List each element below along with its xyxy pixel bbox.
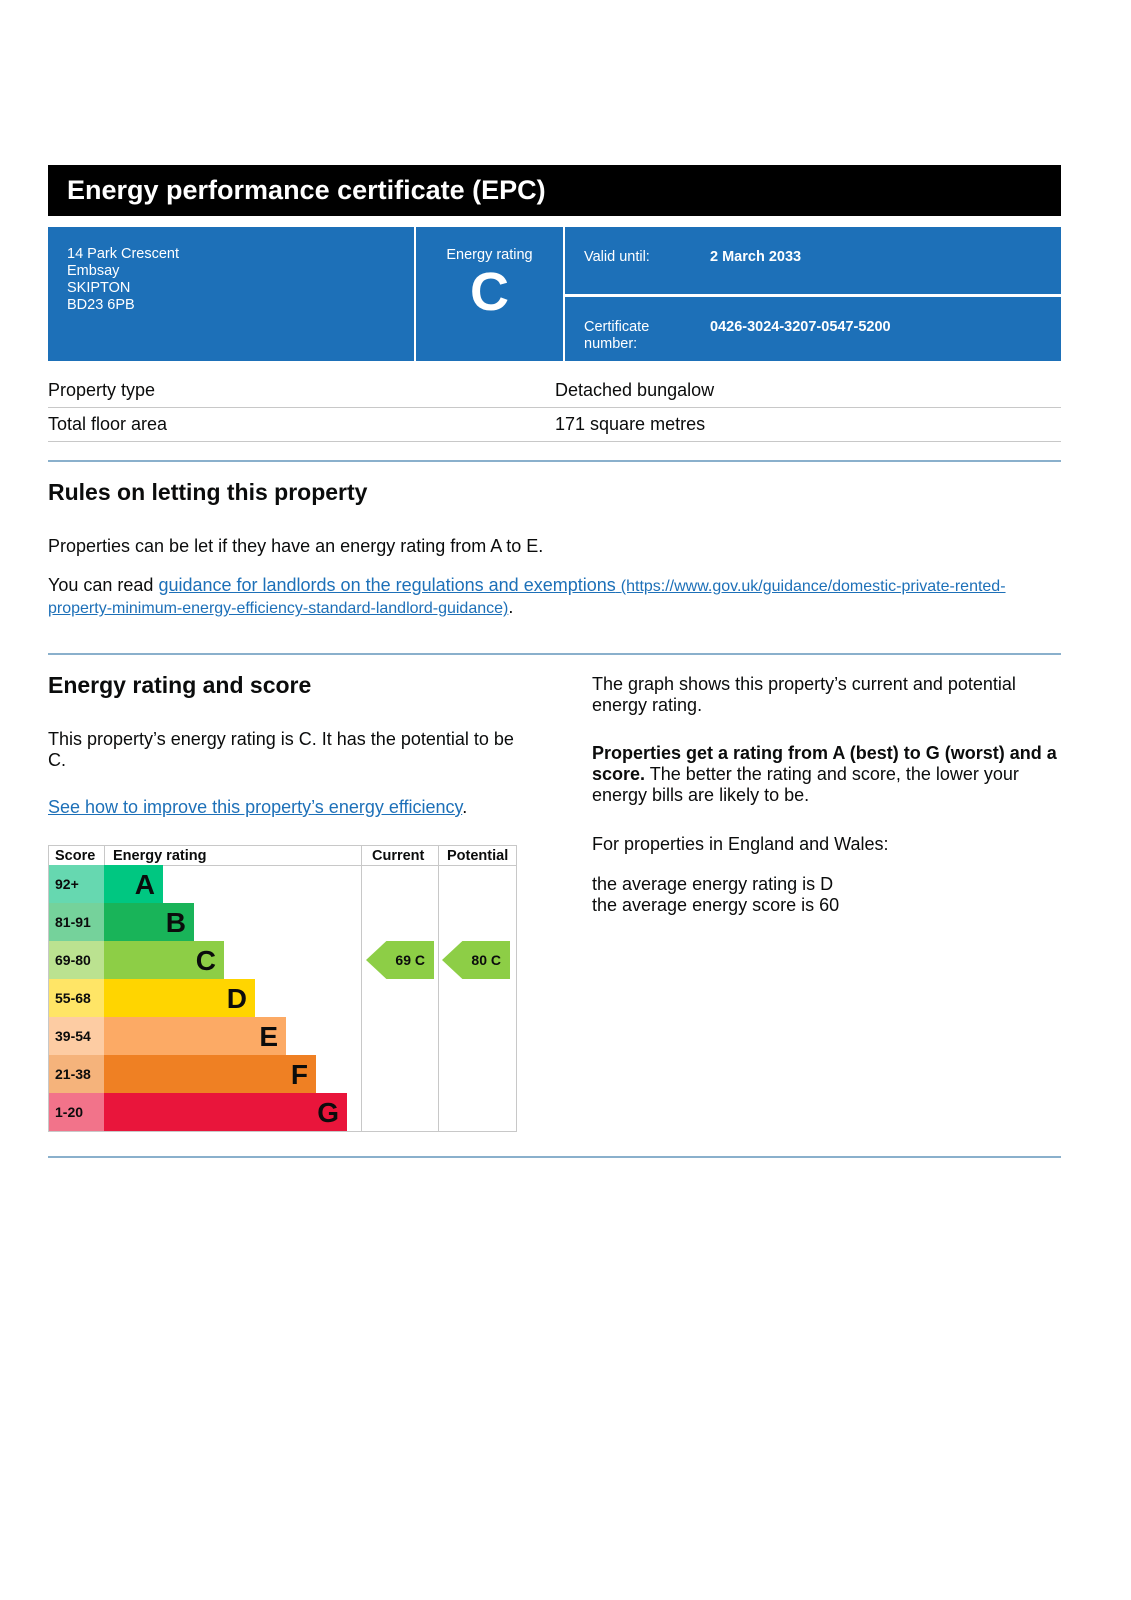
band-a: 92+ A <box>49 865 349 903</box>
energy-rating-value: C <box>470 262 509 322</box>
property-type-row: Property type Detached bungalow <box>48 374 1061 408</box>
rating-explanation-rest: The better the rating and score, the low… <box>592 764 1019 805</box>
score-heading: Energy rating and score <box>48 672 312 698</box>
band-c: 69-80 C <box>49 941 349 979</box>
score-header: Score <box>55 848 96 864</box>
band-score: 39-54 <box>49 1017 104 1055</box>
band-score: 55-68 <box>49 979 104 1017</box>
column-divider <box>361 846 362 1131</box>
band-bar: D <box>104 979 255 1017</box>
guidance-link-url[interactable]: (https://www.gov.uk/guidance/domestic-pr… <box>48 578 1006 617</box>
average-score: the average energy score is 60 <box>592 895 840 915</box>
valid-until-panel: Valid until: 2 March 2033 <box>565 227 1061 294</box>
band-bar: A <box>104 865 163 903</box>
property-type-label: Property type <box>48 380 156 400</box>
valid-until-value: 2 March 2033 <box>710 249 802 265</box>
band-bar: C <box>104 941 224 979</box>
guidance-link[interactable]: guidance for landlords on the regulation… <box>48 575 1006 617</box>
address-line: Embsay <box>67 263 120 279</box>
floor-area-label: Total floor area <box>48 414 168 434</box>
band-d: 55-68 D <box>49 979 349 1017</box>
band-score: 1-20 <box>49 1093 104 1131</box>
certificate-panel: Certificate number: 0426-3024-3207-0547-… <box>565 297 1061 361</box>
column-divider <box>438 846 439 1131</box>
page-title: Energy performance certificate (EPC) <box>48 165 1061 216</box>
band-score: 81-91 <box>49 903 104 941</box>
rules-text: Properties can be let if they have an en… <box>48 536 544 556</box>
valid-until-label: Valid until: <box>584 249 650 265</box>
score-text: This property’s energy rating is C. It h… <box>48 729 514 770</box>
england-wales-label: For properties in England and Wales: <box>592 834 889 854</box>
property-type-value: Detached bungalow <box>555 380 715 400</box>
certificate-label: Certificate number: <box>584 319 650 352</box>
current-rating-arrow: 69 C <box>366 941 434 979</box>
address-line: BD23 6PB <box>67 297 135 313</box>
address-line: SKIPTON <box>67 280 131 296</box>
suffix: . <box>508 597 514 617</box>
band-bar: F <box>104 1055 316 1093</box>
band-score: 21-38 <box>49 1055 104 1093</box>
band-score: 69-80 <box>49 941 104 979</box>
column-divider <box>104 846 105 865</box>
divider <box>48 1156 1061 1158</box>
guidance-link-text[interactable]: guidance for landlords on the regulation… <box>158 575 616 595</box>
improve-efficiency-link[interactable]: See how to improve this property’s energ… <box>48 797 463 817</box>
band-bar: G <box>104 1093 347 1131</box>
energy-rating-chart: Score Energy rating Current Potential 92… <box>48 845 517 1132</box>
energy-rating-label: Energy rating <box>446 247 533 263</box>
band-score: 92+ <box>49 865 104 903</box>
read-prefix: You can read <box>48 575 159 595</box>
graph-description: The graph shows this property’s current … <box>592 674 1016 715</box>
average-rating: the average energy rating is D <box>592 874 834 894</box>
band-b: 81-91 B <box>49 903 349 941</box>
band-f: 21-38 F <box>49 1055 349 1093</box>
divider <box>48 460 1061 462</box>
floor-area-value: 171 square metres <box>555 414 706 434</box>
certificate-number: 0426-3024-3207-0547-5200 <box>710 319 891 335</box>
suffix: . <box>462 797 468 817</box>
improve-link-wrap: See how to improve this property’s energ… <box>48 797 467 818</box>
rules-guidance: You can read guidance for landlords on t… <box>48 575 1048 619</box>
rating-explanation: Properties get a rating from A (best) to… <box>592 743 1062 806</box>
band-g: 1-20 G <box>49 1093 349 1131</box>
band-bar: B <box>104 903 194 941</box>
potential-header: Potential <box>447 848 509 864</box>
energy-rating-panel: Energy rating C <box>416 227 563 361</box>
address-panel: 14 Park Crescent Embsay SKIPTON BD23 6PB <box>48 227 414 361</box>
energy-rating-header: Energy rating <box>113 848 207 864</box>
address-line: 14 Park Crescent <box>67 246 180 262</box>
header-divider <box>49 865 516 866</box>
divider <box>48 653 1061 655</box>
band-bar: E <box>104 1017 286 1055</box>
rating-explanation-bold: Properties get a rating from A (best) to… <box>592 743 1057 784</box>
current-header: Current <box>372 848 425 864</box>
floor-area-row: Total floor area 171 square metres <box>48 408 1061 442</box>
potential-rating-arrow: 80 C <box>442 941 510 979</box>
rules-heading: Rules on letting this property <box>48 479 368 505</box>
band-e: 39-54 E <box>49 1017 349 1055</box>
